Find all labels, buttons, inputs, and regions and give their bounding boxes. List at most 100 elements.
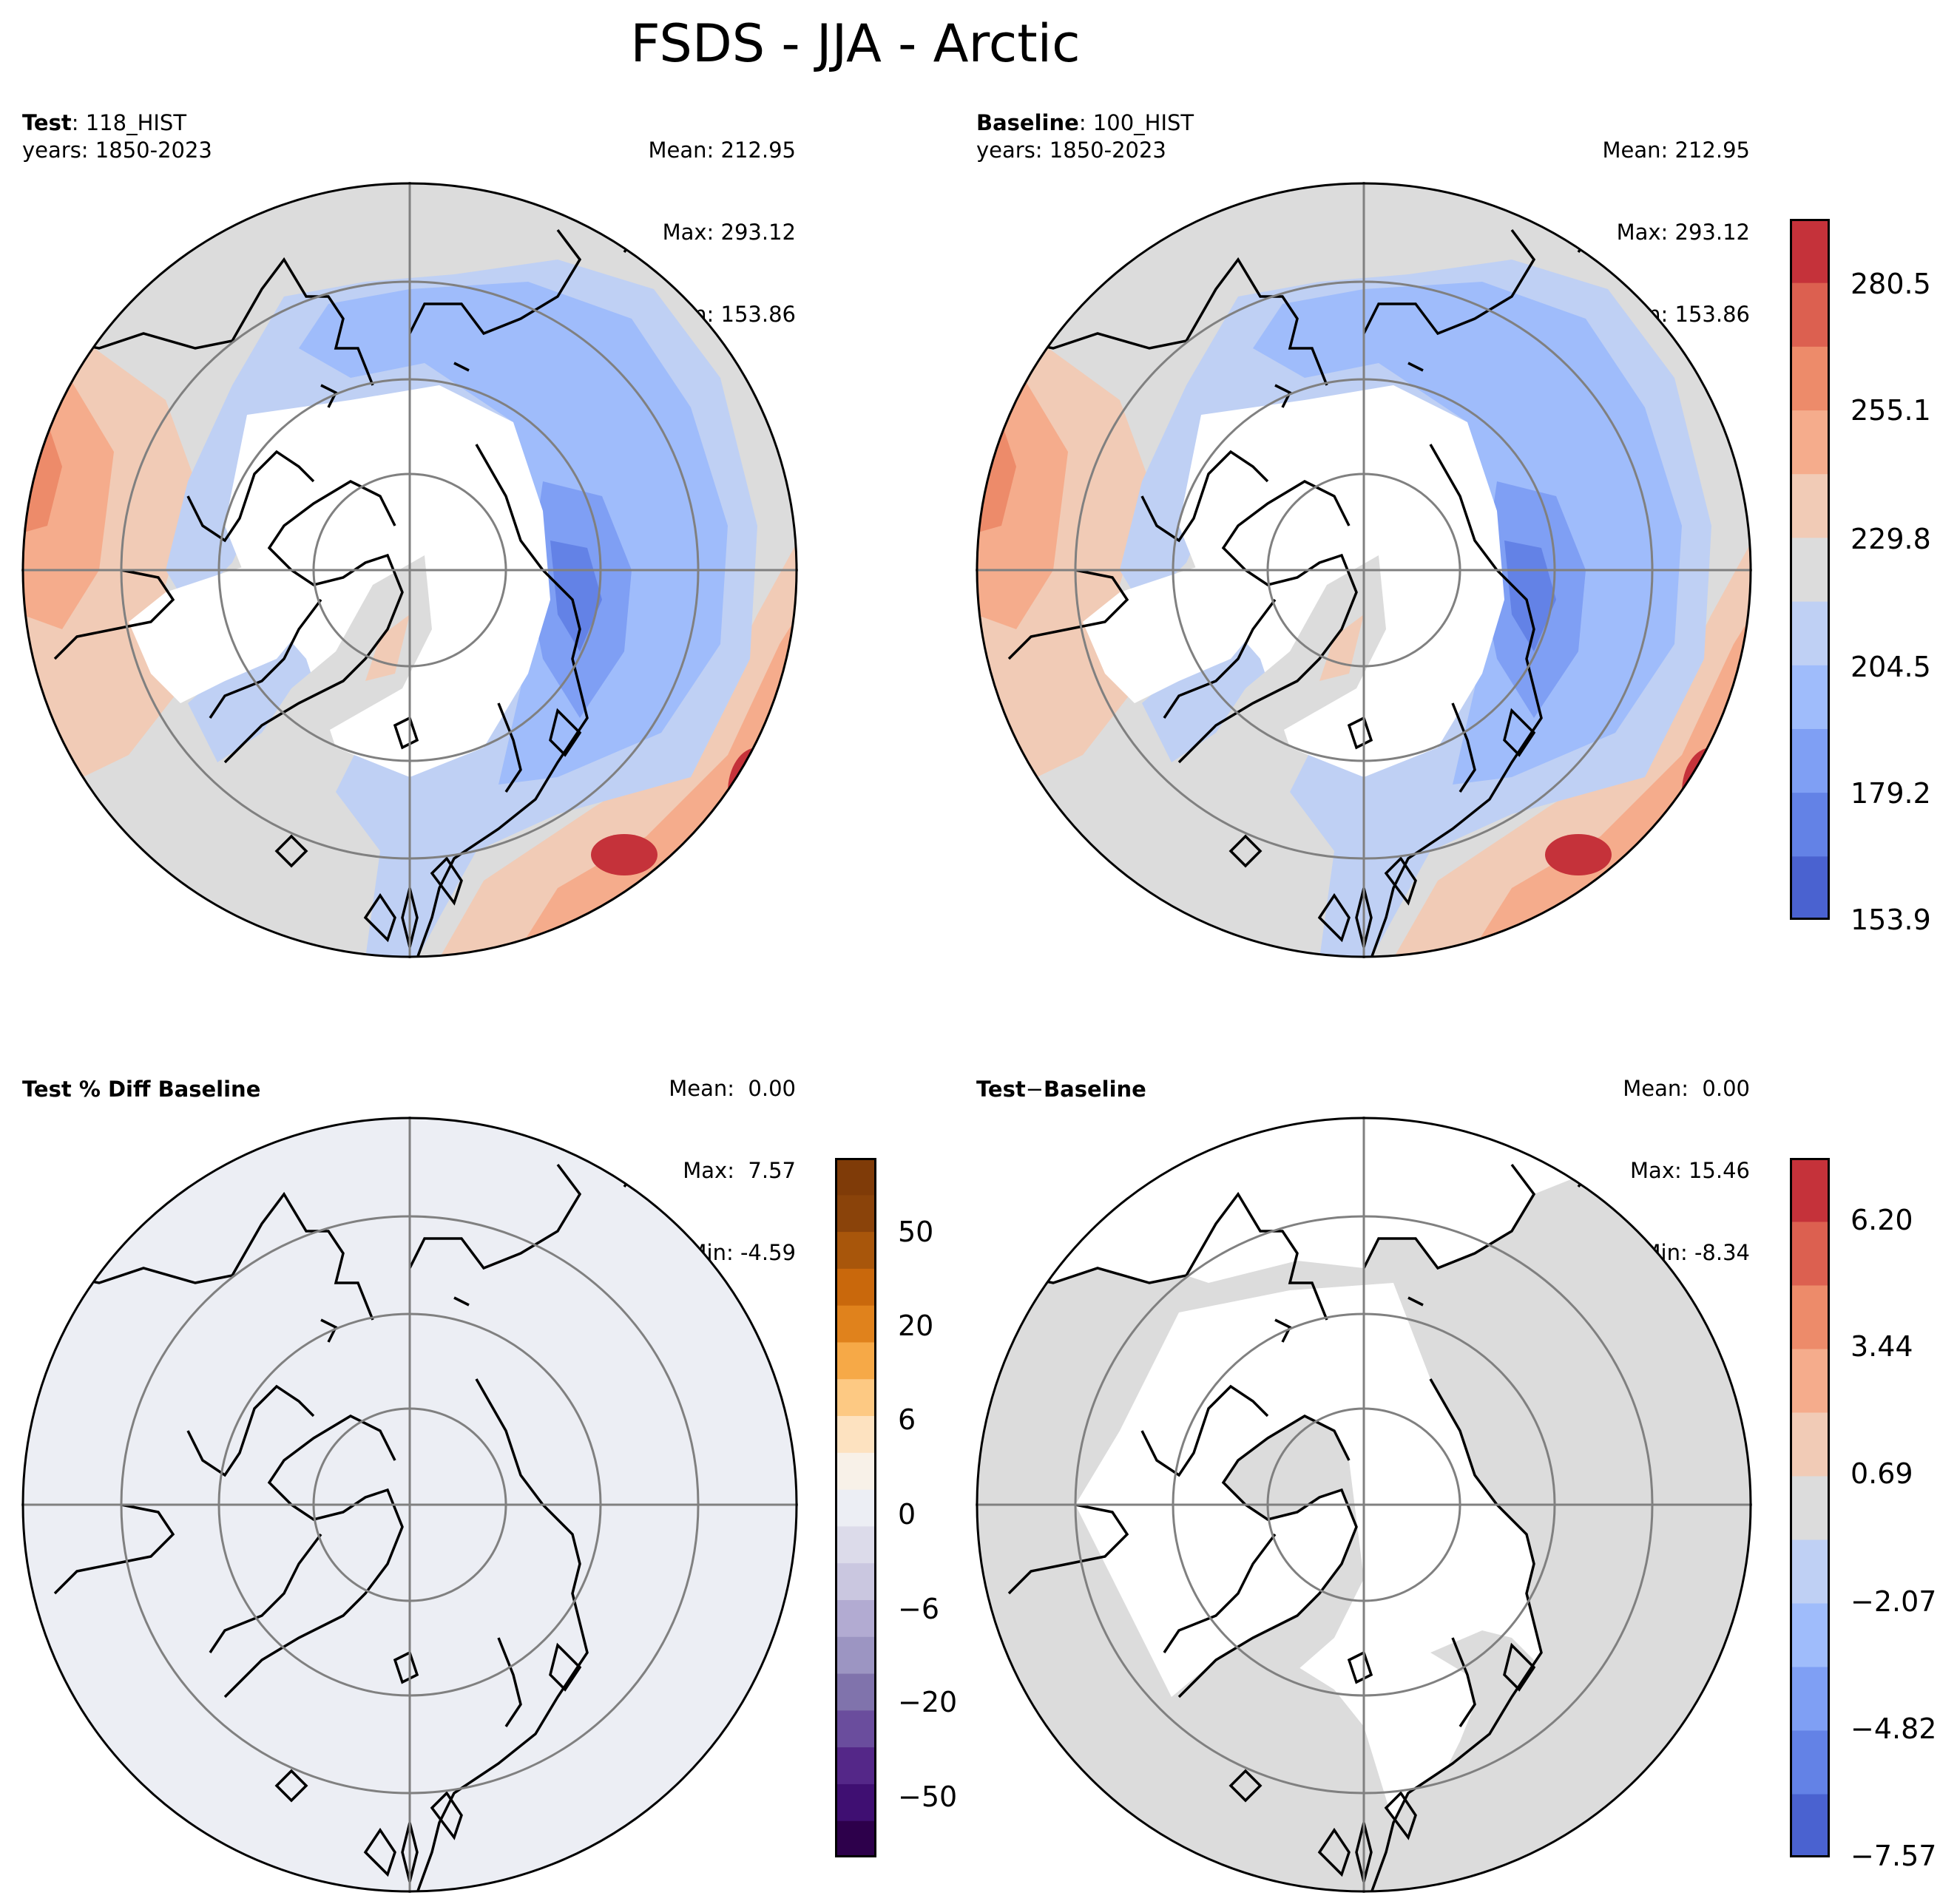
pct-tick-1: −20 (898, 1686, 958, 1718)
cb-main-swatch (1790, 792, 1830, 857)
diff-inner-ocean (1075, 1283, 1541, 1823)
diff-colorbar-swatches (1790, 1158, 1830, 1857)
main-colorbar (1790, 219, 1830, 920)
test-label-bold: Test (22, 110, 72, 135)
cb-pct-swatch (835, 1231, 876, 1269)
cb-pct-swatch (835, 1378, 876, 1417)
baseline-graticule (976, 182, 1752, 958)
test-cool-north4 (550, 541, 602, 651)
test-stat-mean: Mean: 212.95 (648, 138, 796, 163)
diff-tick-3: 0.69 (1850, 1457, 1913, 1490)
cb-pct-swatch (835, 1562, 876, 1600)
pct-colorbar-swatches (835, 1158, 876, 1857)
diff-tick-4: 3.44 (1850, 1330, 1913, 1363)
diff-tick-1: −4.82 (1850, 1712, 1937, 1745)
cb-diff-swatch (1790, 1539, 1830, 1604)
diff-label-op: − (1025, 1077, 1044, 1102)
main-tick-0: 153.9 (1850, 904, 1931, 936)
cb-pct-swatch (835, 1820, 876, 1857)
pct-tick-2: −6 (898, 1593, 940, 1625)
cb-pct-swatch (835, 1525, 876, 1564)
main-tick-5: 280.5 (1850, 268, 1931, 300)
diff-colorbar (1790, 1158, 1830, 1857)
test-coastlines (53, 206, 692, 957)
main-tick-1: 179.2 (1850, 777, 1931, 810)
main-colorbar-swatches (1790, 219, 1830, 920)
pct-label: Test % Diff Baseline (22, 1076, 260, 1103)
baseline-map-border (976, 182, 1752, 958)
test-map-border (21, 182, 798, 958)
cb-pct-swatch (835, 1747, 876, 1784)
cb-diff-swatch (1790, 1158, 1830, 1222)
figure-title: FSDS - JJA - Arctic (630, 13, 1081, 74)
cb-main-swatch (1790, 728, 1830, 793)
test-graticule (21, 182, 798, 958)
diff-label-bold2: Baseline (1044, 1077, 1146, 1102)
cb-pct-swatch (835, 1452, 876, 1490)
cb-diff-swatch (1790, 1285, 1830, 1349)
baseline-label: Baseline: 100_HIST (976, 109, 1194, 137)
cb-main-swatch (1790, 856, 1830, 920)
pct-tick-0: −50 (898, 1781, 958, 1813)
pct-tick-3: 0 (898, 1498, 916, 1531)
baseline-label-case: : 100_HIST (1078, 110, 1194, 135)
pct-tick-5: 20 (898, 1310, 934, 1342)
cb-diff-swatch (1790, 1667, 1830, 1731)
diff-tick-0: −7.57 (1850, 1840, 1937, 1872)
cb-diff-swatch (1790, 1412, 1830, 1477)
cb-pct-swatch (835, 1341, 876, 1380)
diff-greenland (1179, 1416, 1364, 1712)
diff-stats: Mean: 0.00 Max: 15.46 Min: -8.34 (1623, 1020, 1750, 1294)
cb-diff-swatch (1790, 1730, 1830, 1795)
diff-graticule (976, 1117, 1752, 1893)
pct-map (21, 1117, 798, 1893)
cb-diff-swatch (1790, 1222, 1830, 1286)
baseline-coastlines (1007, 206, 1646, 957)
pct-graticule (21, 1117, 798, 1893)
pct-label-bold: Test % Diff Baseline (22, 1077, 261, 1102)
cb-pct-swatch (835, 1158, 876, 1196)
diff-map (976, 1117, 1752, 1893)
baseline-stat-mean: Mean: 212.95 (1602, 138, 1750, 163)
cb-main-swatch (1790, 665, 1830, 729)
test-hot-spot (591, 834, 658, 875)
test-years: years: 1850-2023 (22, 138, 212, 163)
cb-main-swatch (1790, 473, 1830, 538)
diff-stat-max: Max: 15.46 (1630, 1158, 1750, 1183)
diff-label-bold: Test (976, 1077, 1026, 1102)
diff-map-border (976, 1117, 1752, 1893)
cb-pct-swatch (835, 1710, 876, 1748)
test-map (21, 182, 798, 958)
cb-diff-swatch (1790, 1476, 1830, 1540)
pct-stat-mean: Mean: 0.00 (669, 1076, 796, 1101)
pct-colorbar (835, 1158, 876, 1857)
baseline-label-bold: Baseline (976, 110, 1079, 135)
cb-main-swatch (1790, 601, 1830, 665)
cb-pct-swatch (835, 1783, 876, 1821)
cb-pct-swatch (835, 1268, 876, 1306)
cb-pct-swatch (835, 1194, 876, 1233)
cb-pct-swatch (835, 1636, 876, 1674)
baseline-map (976, 182, 1752, 958)
cb-pct-swatch (835, 1673, 876, 1711)
cb-pct-swatch (835, 1489, 876, 1527)
test-stat-max: Max: 293.12 (662, 220, 796, 245)
cb-diff-swatch (1790, 1794, 1830, 1857)
test-greenland-east (365, 614, 410, 681)
cb-main-swatch (1790, 537, 1830, 602)
pct-tick-6: 50 (898, 1216, 934, 1248)
baseline-years: years: 1850-2023 (976, 138, 1166, 163)
diff-stat-min: Min: -8.34 (1642, 1240, 1750, 1265)
cb-pct-swatch (835, 1415, 876, 1453)
diff-tick-2: −2.07 (1850, 1585, 1937, 1618)
test-label-case: : 118_HIST (71, 110, 187, 135)
test-canada-land (129, 555, 314, 703)
test-label: Test: 118_HIST (22, 109, 186, 137)
cb-main-swatch (1790, 346, 1830, 411)
main-tick-2: 204.5 (1850, 651, 1931, 683)
cb-main-swatch (1790, 410, 1830, 475)
diff-coastlines (1007, 1140, 1646, 1891)
cb-main-swatch (1790, 282, 1830, 347)
cb-pct-swatch (835, 1305, 876, 1343)
baseline-stats: Mean: 212.95 Max: 293.12 Min: 153.86 (1603, 82, 1750, 356)
